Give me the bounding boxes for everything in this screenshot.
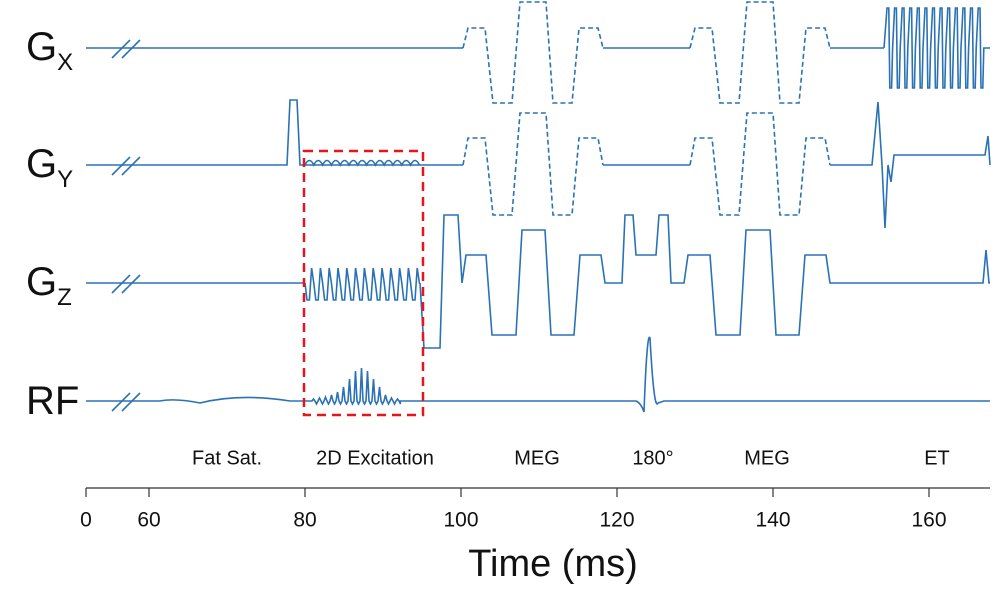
channel-label: RF — [26, 379, 79, 423]
tick-label: 60 — [137, 509, 160, 532]
gx-readout — [883, 7, 990, 89]
gy-excitation — [304, 159, 421, 167]
segment-label: MEG — [514, 447, 560, 469]
segment-label: ET — [924, 447, 950, 469]
axis-title: Time (ms) — [468, 543, 638, 585]
tick-label: 0 — [80, 509, 92, 532]
gy-waveform — [86, 99, 991, 229]
tick-label: 140 — [755, 509, 790, 532]
segment-label: 2D Excitation — [316, 447, 434, 469]
segment-label: MEG — [744, 447, 790, 469]
tick-label: 80 — [293, 509, 316, 532]
tick-label: 100 — [443, 509, 478, 532]
segment-label: Fat Sat. — [192, 447, 262, 469]
rf-waveform — [86, 336, 990, 413]
gy-meg — [462, 112, 831, 216]
channel-label: GZ — [26, 260, 72, 311]
gx-meg — [462, 1, 831, 104]
gz-waveform — [86, 214, 990, 349]
tick-label: 160 — [911, 509, 946, 532]
channel-label: GY — [26, 142, 73, 193]
gz-excitation — [304, 267, 421, 301]
channel-label: GX — [26, 25, 73, 76]
highlight-box — [302, 149, 425, 417]
tick-label: 120 — [599, 509, 634, 532]
axis-break — [111, 39, 141, 412]
segment-label: 180° — [632, 447, 673, 469]
